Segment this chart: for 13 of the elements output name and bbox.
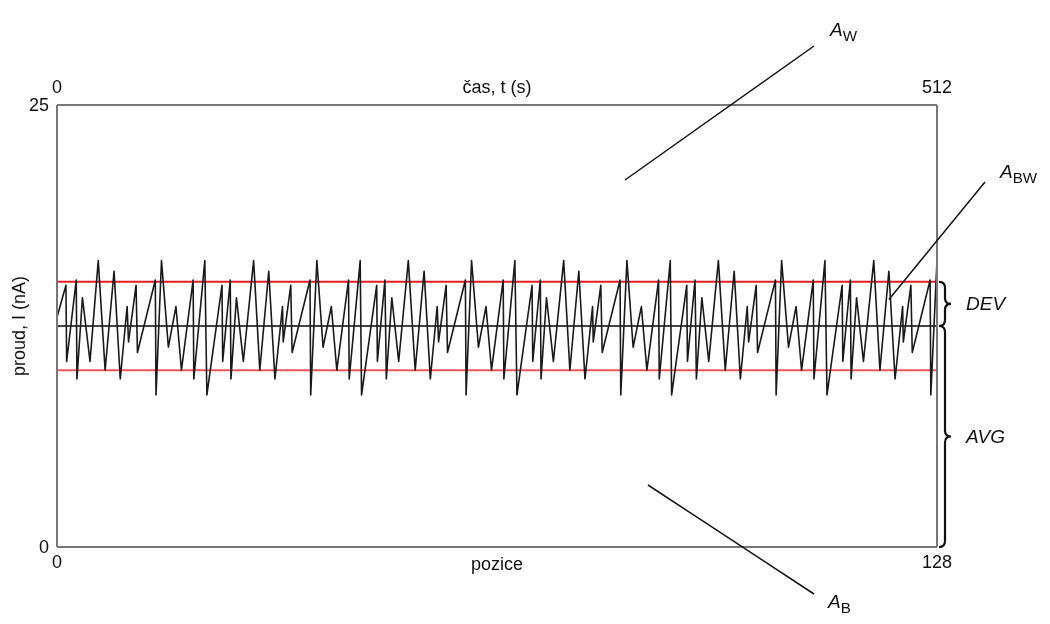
text: DEV (966, 292, 1008, 314)
y-tick-label: 25 (28, 95, 49, 116)
x-tick-label: 128 (921, 551, 953, 572)
text: A$_{B}$ (827, 591, 851, 616)
line-series (57, 259, 937, 396)
text: A$_{W}$ (829, 19, 858, 44)
y-axis-title: proud, I (nA) (9, 275, 30, 377)
x2-axis-title: čas, t (s) (462, 77, 532, 97)
x2-tick-label: 0 (51, 77, 63, 97)
x2-tick-label: 512 (921, 77, 953, 97)
x-axis-title: pozice (470, 554, 524, 575)
text: AVG (965, 425, 1006, 447)
annotation: A$_{BW}$ (999, 161, 1038, 186)
